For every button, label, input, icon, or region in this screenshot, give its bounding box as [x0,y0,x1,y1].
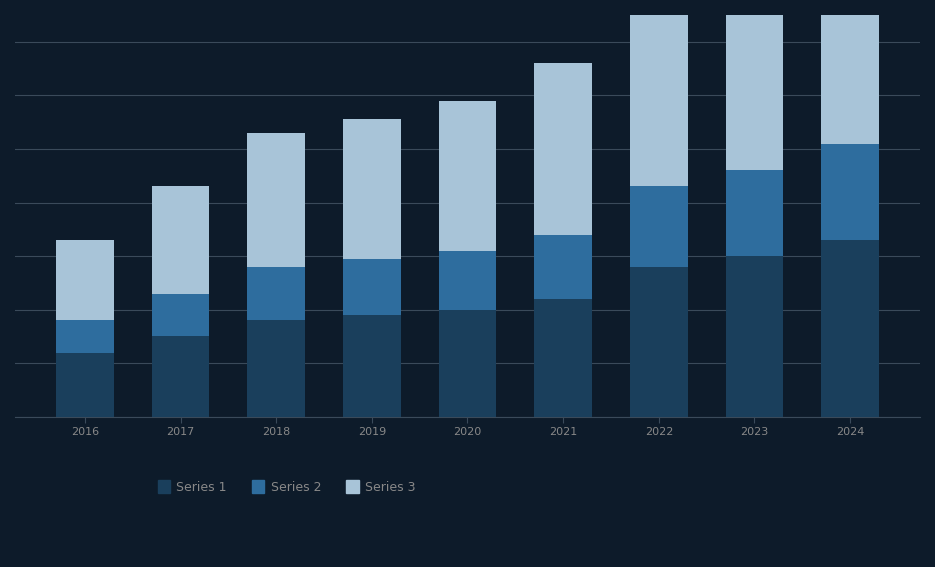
Bar [248,320,305,417]
Bar [822,143,879,240]
Bar [248,267,305,320]
Bar [726,0,784,170]
Bar [343,315,400,417]
Bar [630,187,687,267]
Bar [56,320,113,353]
Bar [56,240,113,320]
Bar [151,187,209,294]
Bar [535,64,592,235]
Bar [343,120,400,259]
Bar [151,336,209,417]
Bar [248,133,305,267]
Bar [439,310,496,417]
Bar [822,240,879,417]
Bar [535,299,592,417]
Bar [535,235,592,299]
Bar [822,0,879,143]
Bar [726,256,784,417]
Bar [726,170,784,256]
Bar [151,294,209,336]
Bar [630,267,687,417]
Legend: Series 1, Series 2, Series 3: Series 1, Series 2, Series 3 [152,475,421,499]
Bar [343,259,400,315]
Bar [439,101,496,251]
Bar [630,0,687,187]
Bar [439,251,496,310]
Bar [56,353,113,417]
